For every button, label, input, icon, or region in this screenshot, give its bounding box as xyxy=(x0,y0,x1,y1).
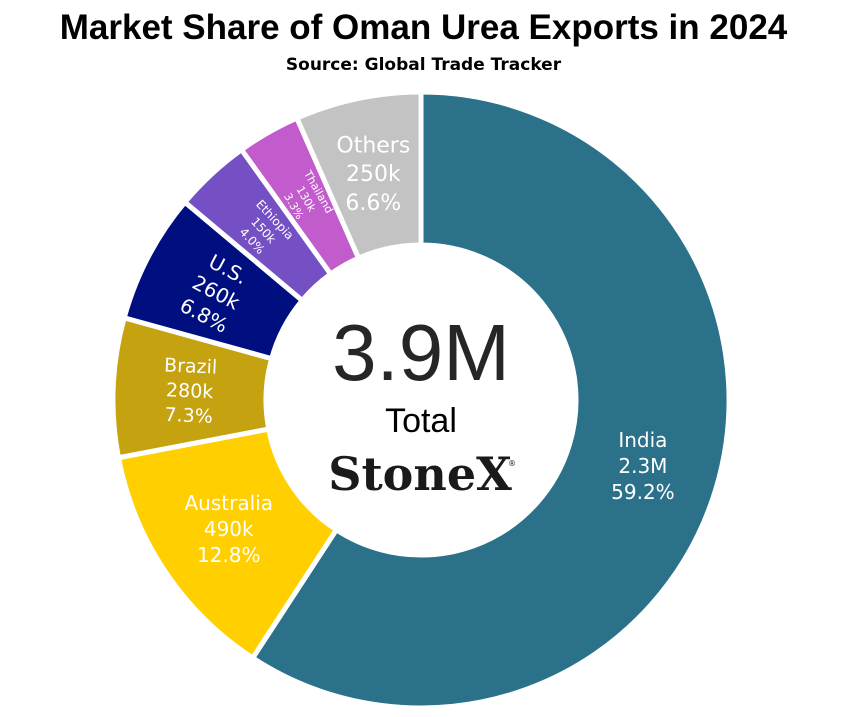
chart-subtitle: Source: Global Trade Tracker xyxy=(285,55,562,75)
slice-pct-australia: 12.8% xyxy=(197,543,261,567)
slice-name-others: Others xyxy=(336,134,410,159)
chart-title: Market Share of Oman Urea Exports in 202… xyxy=(59,8,788,47)
total-caption: Total xyxy=(385,402,457,440)
slice-value-india: 2.3M xyxy=(618,454,667,478)
slice-name-india: India xyxy=(618,428,667,452)
brand-registered-mark: ® xyxy=(508,459,516,468)
slice-label-others: Others 250k 6.6% xyxy=(336,134,410,216)
slice-name-brazil: Brazil xyxy=(164,354,218,378)
slice-others xyxy=(293,89,424,262)
slice-value-brazil: 280k xyxy=(166,379,214,403)
slice-value-others: 250k xyxy=(346,162,401,187)
stonex-logo: StoneX ® xyxy=(328,447,516,501)
slice-india xyxy=(249,89,732,711)
slice-pct-india: 59.2% xyxy=(611,480,675,504)
donut-slices xyxy=(110,89,732,711)
slice-pct-others: 6.6% xyxy=(345,191,401,216)
total-value: 3.9M xyxy=(332,308,510,397)
slice-value-australia: 490k xyxy=(204,517,254,541)
slice-pct-brazil: 7.3% xyxy=(164,404,213,428)
slice-name-australia: Australia xyxy=(184,491,272,515)
brand-name: StoneX xyxy=(328,447,512,501)
